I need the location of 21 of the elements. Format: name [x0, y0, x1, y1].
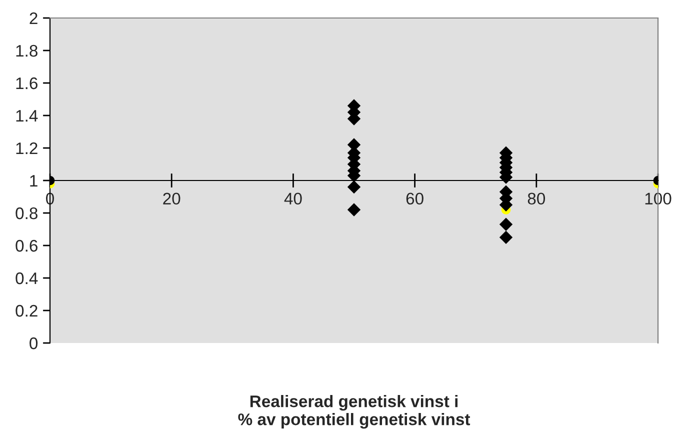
x-tick-label: 40: [284, 192, 302, 205]
y-tick-label: 0.2: [16, 304, 38, 317]
x-tick-label: 60: [406, 192, 424, 205]
y-tick-label: 2: [30, 12, 38, 24]
y-tick-label: 0.4: [16, 272, 38, 284]
point: [499, 230, 513, 244]
y-tick-label: 0: [30, 337, 38, 350]
x-tick-label: 20: [163, 192, 180, 205]
point: [499, 218, 513, 231]
x-axis-title: Realiserad genetisk vinst i % av potentiell genetisk vinst: [238, 395, 470, 429]
y-tick-label: 1.4: [16, 110, 38, 122]
y-tick-label: 1: [30, 175, 38, 187]
y-tick-label: 1.2: [16, 142, 38, 154]
y-tick-label: 0.6: [16, 240, 38, 252]
point: [347, 203, 361, 216]
y-tick-label: 0.8: [16, 207, 38, 220]
point: [347, 180, 361, 194]
y-tick-label: 1.6: [16, 77, 38, 90]
x-tick-label: 100: [645, 192, 672, 205]
x-tick-label: 80: [528, 192, 546, 205]
y-tick-label: 1.8: [16, 44, 38, 57]
